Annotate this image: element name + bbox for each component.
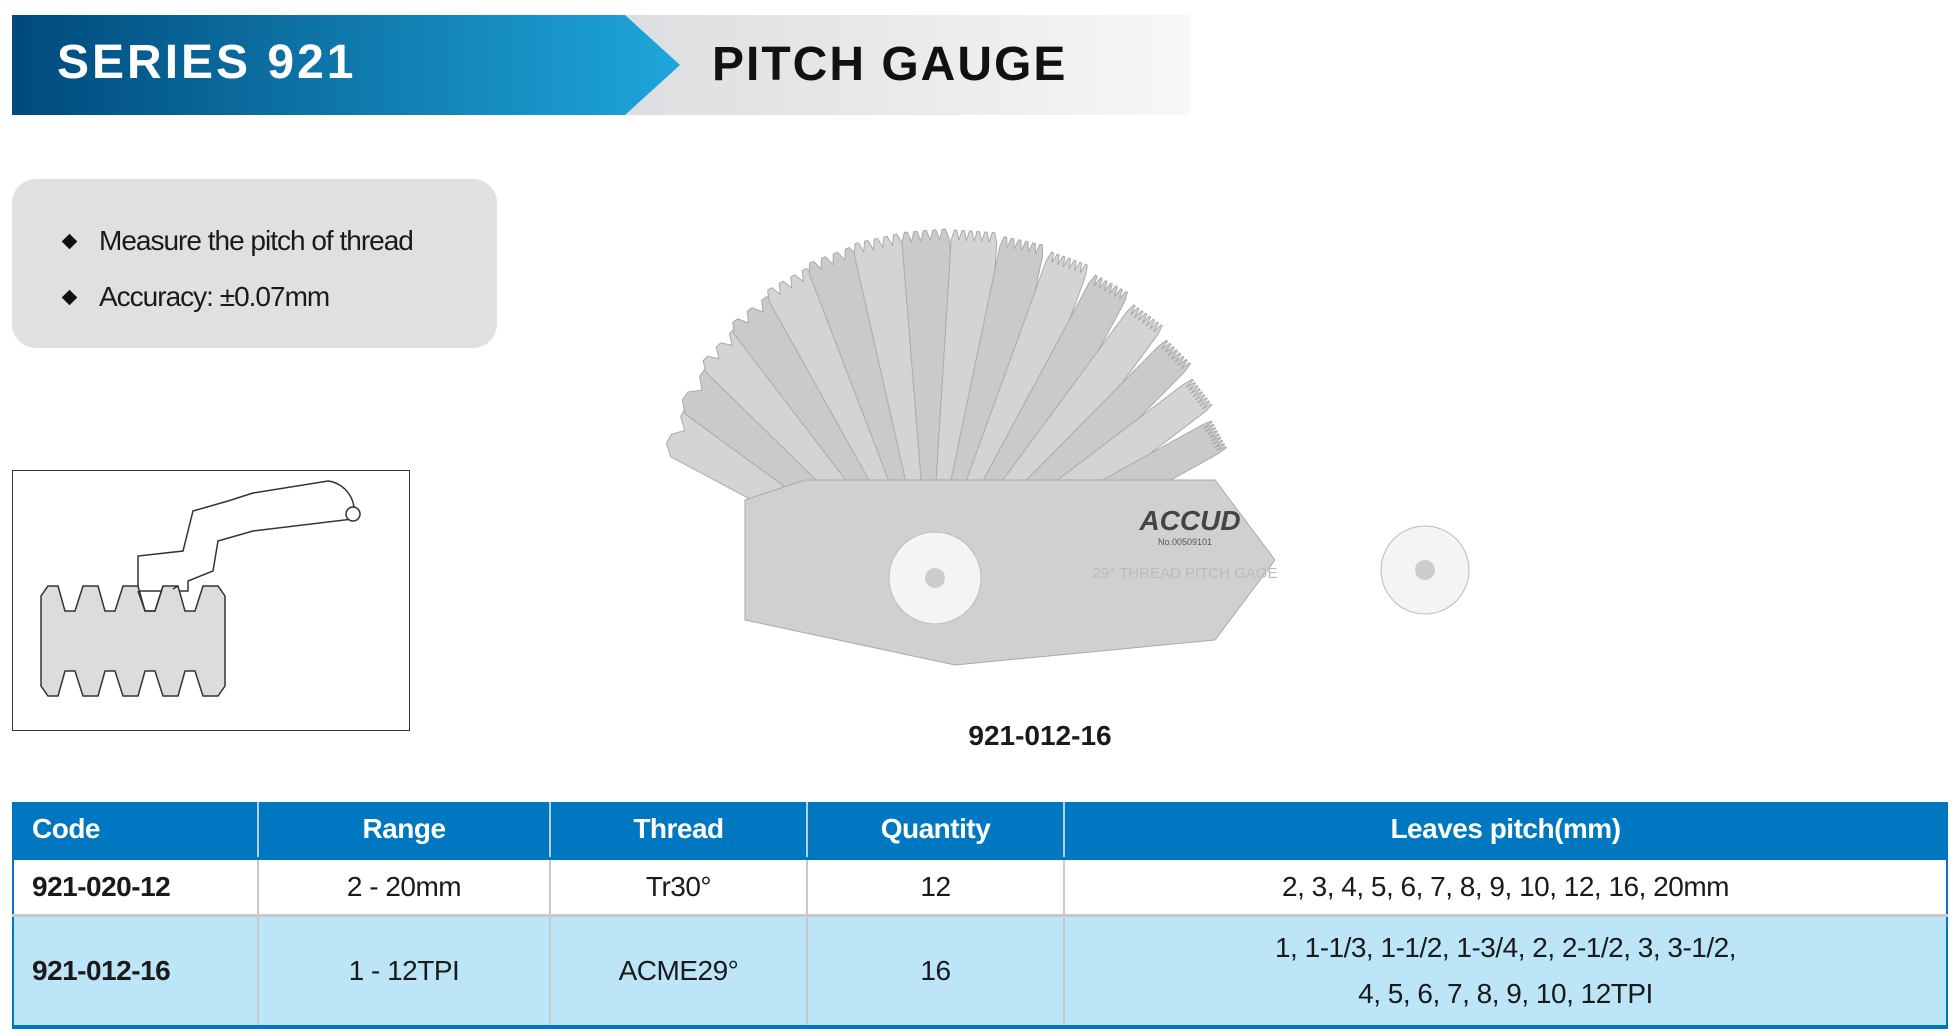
feature-item: Measure the pitch of thread <box>56 213 497 269</box>
thread-diagram <box>12 470 410 731</box>
banner-background <box>12 15 1190 115</box>
col-thread: Thread <box>549 802 807 858</box>
pitch-line: 1, 1-1/3, 1-1/2, 1-3/4, 2, 2-1/2, 3, 3-1… <box>1274 931 1737 963</box>
bullet-icon <box>61 233 78 249</box>
pitch-line: 4, 5, 6, 7, 8, 9, 10, 12TPI <box>1358 977 1653 1009</box>
col-range: Range <box>257 802 550 858</box>
col-code: Code <box>13 802 258 858</box>
engraving-text: 29° THREAD PITCH GAGE <box>1093 565 1278 582</box>
cell-code: 921-020-12 <box>13 856 258 915</box>
brand-logo: ACCUD <box>1138 505 1240 536</box>
pitch-gauge-photo: ACCUD No.00509101 29° THREAD PITCH GAGE <box>666 228 1470 666</box>
spec-table: Code Range Thread Quantity Leaves pitch(… <box>12 802 1948 1029</box>
feature-text: Measure the pitch of thread <box>99 225 414 256</box>
cell-range: 1 - 12TPI <box>257 913 550 1029</box>
table-row: 921-012-16 1 - 12TPI ACME29° 16 1, 1-1/3… <box>13 913 1947 1029</box>
feature-item: Accuracy: ±0.07mm <box>56 269 497 325</box>
product-title: PITCH GAUGE <box>712 38 1068 91</box>
series-label: SERIES 921 <box>57 36 357 89</box>
col-pitch: Leaves pitch(mm) <box>1063 802 1947 858</box>
title-banner: SERIES 921 PITCH GAUGE <box>12 15 1190 115</box>
col-quantity: Quantity <box>806 802 1064 858</box>
table-header-row: Code Range Thread Quantity Leaves pitch(… <box>13 802 1947 858</box>
cell-thread: ACME29° <box>549 913 807 1029</box>
cell-quantity: 12 <box>806 856 1064 915</box>
cell-quantity: 16 <box>806 913 1064 1029</box>
image-caption: 921-012-16 <box>968 720 1112 751</box>
cell-pitch: 2, 3, 4, 5, 6, 7, 8, 9, 10, 12, 16, 20mm <box>1063 856 1947 915</box>
gauge-case <box>744 479 1276 666</box>
serial-number: No.00509101 <box>1158 537 1212 547</box>
cell-range: 2 - 20mm <box>257 856 550 915</box>
cell-code: 921-012-16 <box>13 913 258 1029</box>
table-row: 921-020-12 2 - 20mm Tr30° 12 2, 3, 4, 5,… <box>13 856 1947 915</box>
bullet-icon <box>61 289 78 305</box>
cell-thread: Tr30° <box>549 856 807 915</box>
gauge-thread-illustration <box>40 480 361 697</box>
cell-pitch: 1, 1-1/3, 1-1/2, 1-3/4, 2, 2-1/2, 3, 3-1… <box>1063 913 1947 1029</box>
feature-text: Accuracy: ±0.07mm <box>99 281 330 312</box>
features-box: Measure the pitch of thread Accuracy: ±0… <box>12 179 497 348</box>
